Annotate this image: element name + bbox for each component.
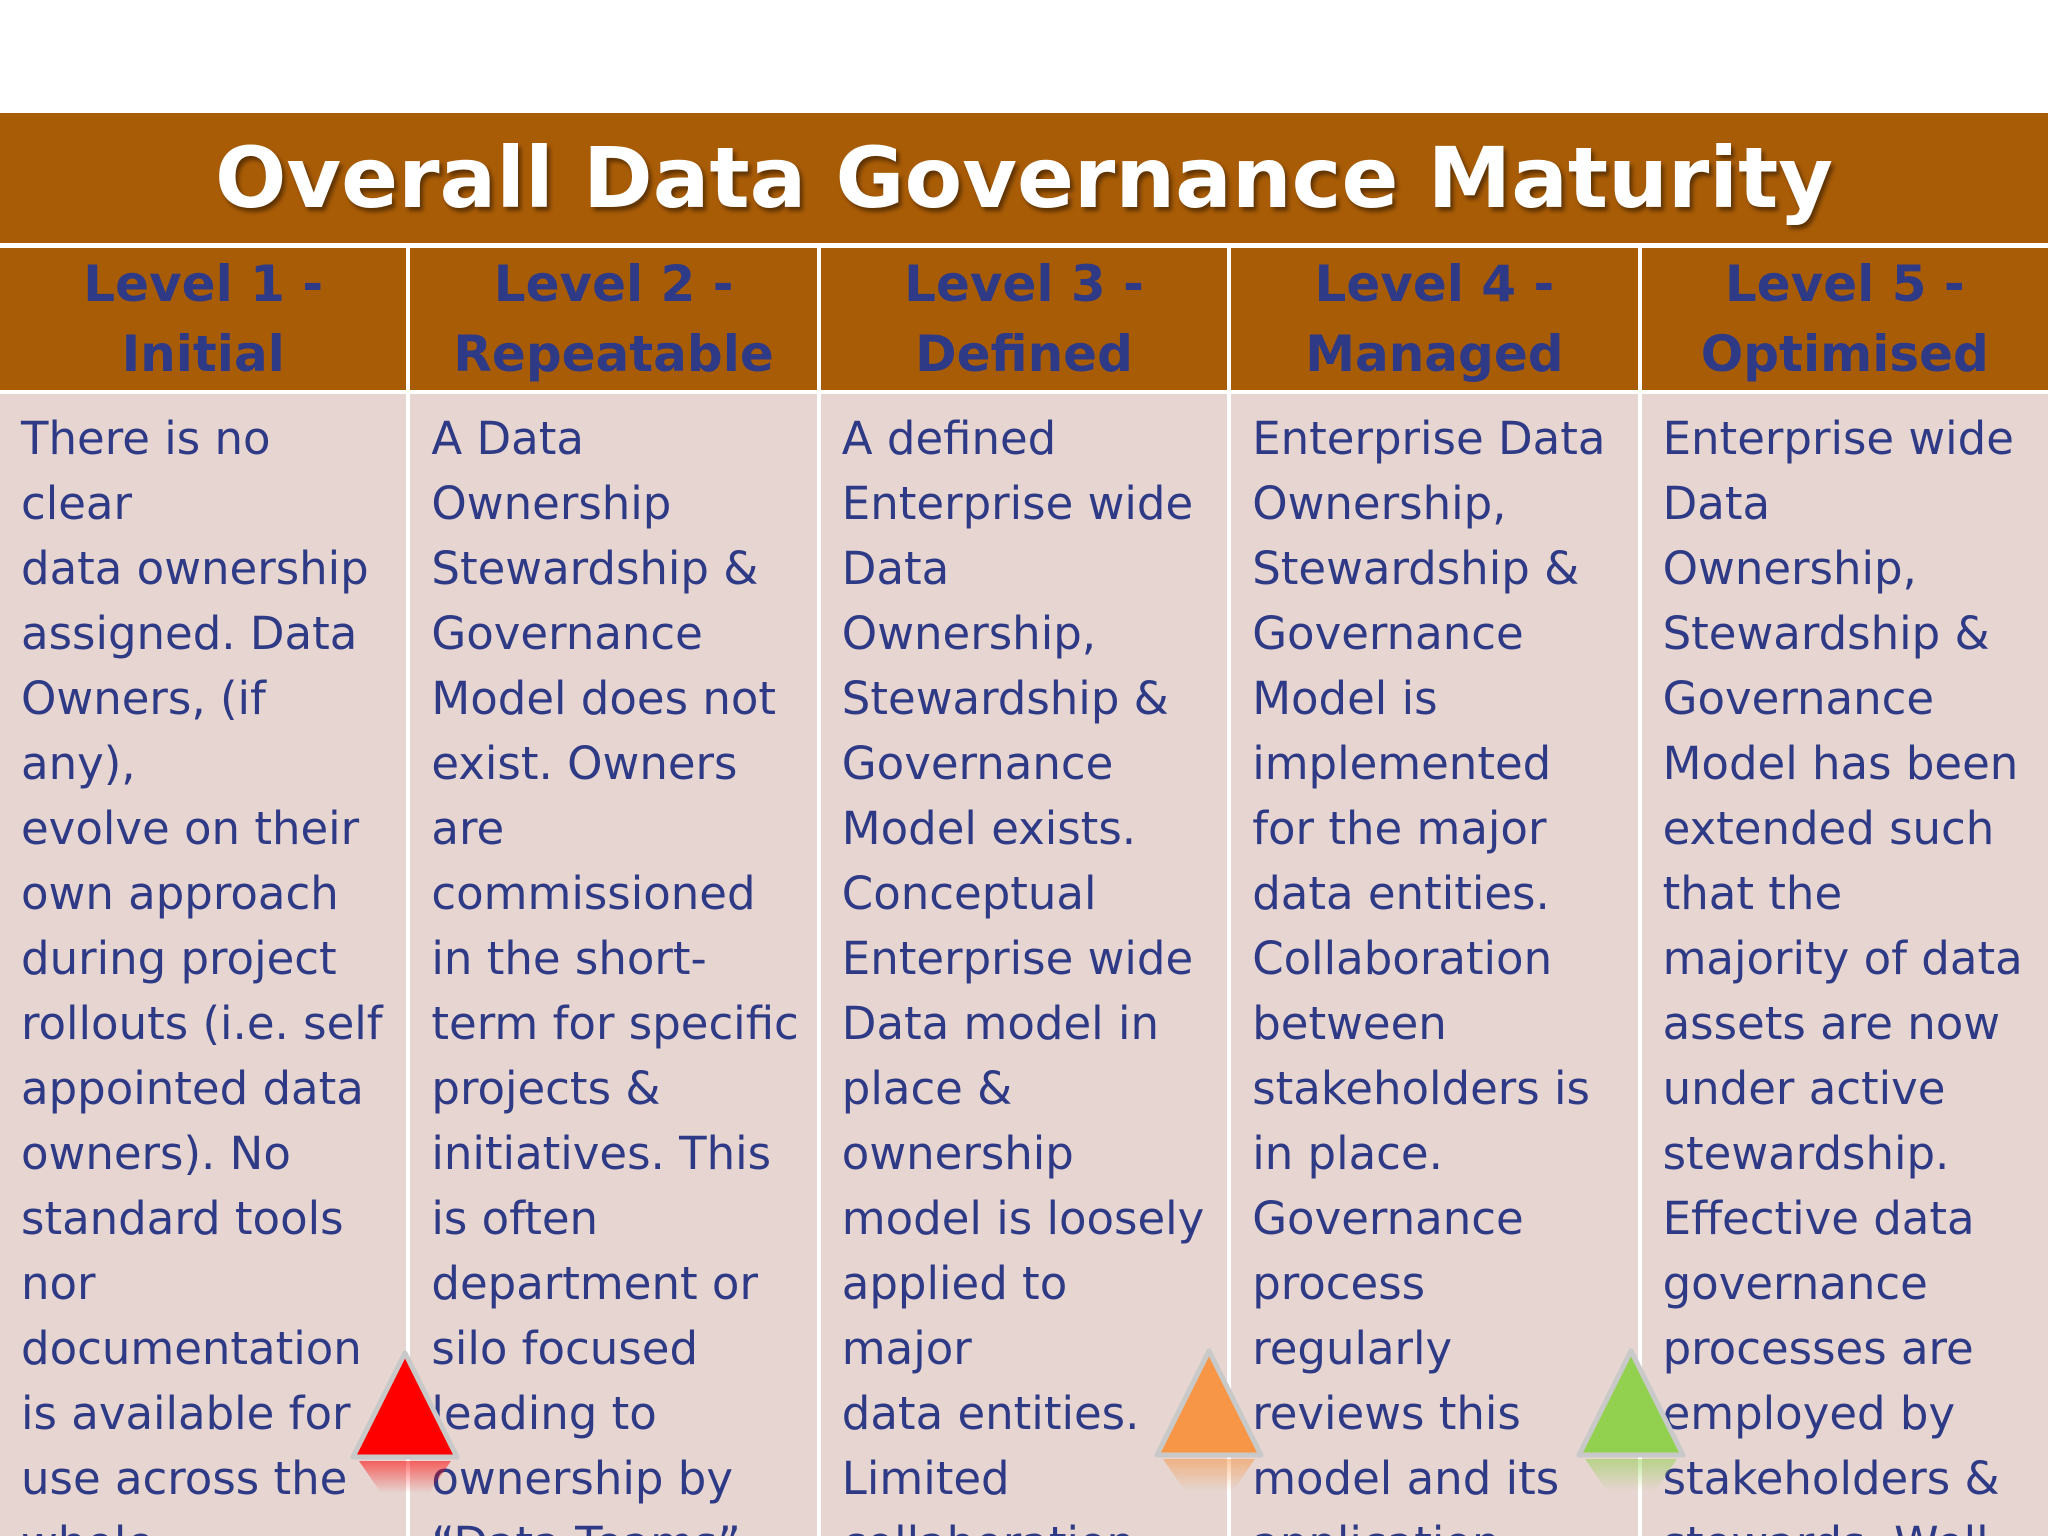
red-triangle-icon xyxy=(350,1350,460,1493)
title-bar: Overall Data Governance Maturity xyxy=(0,113,2048,243)
slide-title: Overall Data Governance Maturity xyxy=(214,129,1834,227)
orange-triangle-icon xyxy=(1154,1348,1264,1491)
level-1-heading: Level 1 - Initial xyxy=(0,248,407,390)
level-3-heading: Level 3 - Defined xyxy=(820,248,1228,390)
level-4-description: Enterprise Data Ownership, Stewardship &… xyxy=(1231,394,1638,1536)
level-3-description: A defined Enterprise wide Data Ownership… xyxy=(820,394,1228,1536)
level-1-description: There is no clear data ownership assigne… xyxy=(0,394,407,1536)
level-2-heading: Level 2 - Repeatable xyxy=(410,248,817,390)
level-2-description: A Data Ownership Stewardship & Governanc… xyxy=(410,394,817,1536)
green-triangle-icon xyxy=(1576,1348,1686,1491)
level-5-description: Enterprise wide Data Ownership, Stewards… xyxy=(1641,394,2048,1536)
level-4-heading: Level 4 - Managed xyxy=(1231,248,1638,390)
level-5-heading: Level 5 - Optimised xyxy=(1641,248,2048,390)
maturity-table: Level 1 - Initial Level 2 - Repeatable L… xyxy=(0,248,2048,1536)
